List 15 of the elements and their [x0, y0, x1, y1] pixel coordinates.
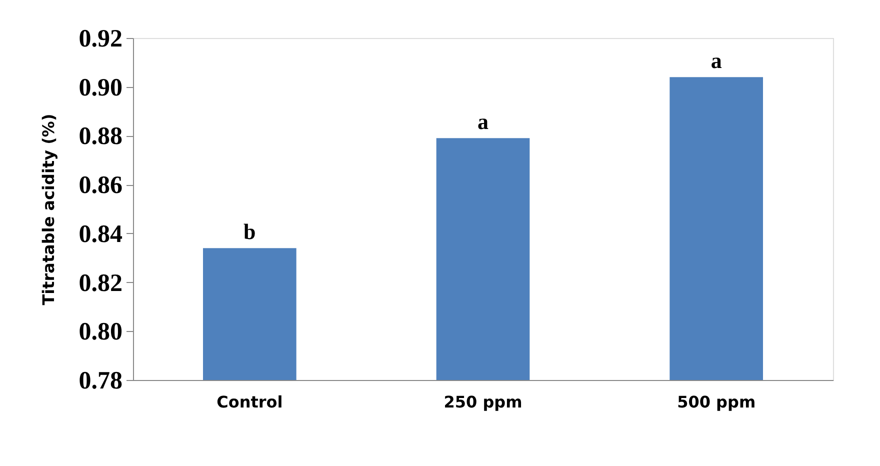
x-tick-label: 500 ppm [677, 392, 756, 412]
y-tick-label: 0.78 [78, 368, 122, 394]
y-tick-label: 0.90 [78, 74, 122, 102]
y-tick-label: 0.92 [78, 26, 122, 52]
y-tick-label: 0.80 [78, 318, 122, 346]
y-tick-label: 0.84 [78, 220, 123, 248]
x-tick-label: 250 ppm [444, 392, 522, 412]
y-tick-label: 0.86 [78, 172, 122, 200]
y-tick-label: 0.82 [78, 270, 122, 297]
annotation: a [478, 109, 488, 134]
annotation: b [244, 219, 256, 244]
x-tick-label: Control [216, 392, 283, 412]
y-axis-title: Titratable acidity (%) [38, 114, 58, 306]
annotation: a [710, 48, 722, 74]
y-tick-label: 0.88 [78, 123, 122, 150]
